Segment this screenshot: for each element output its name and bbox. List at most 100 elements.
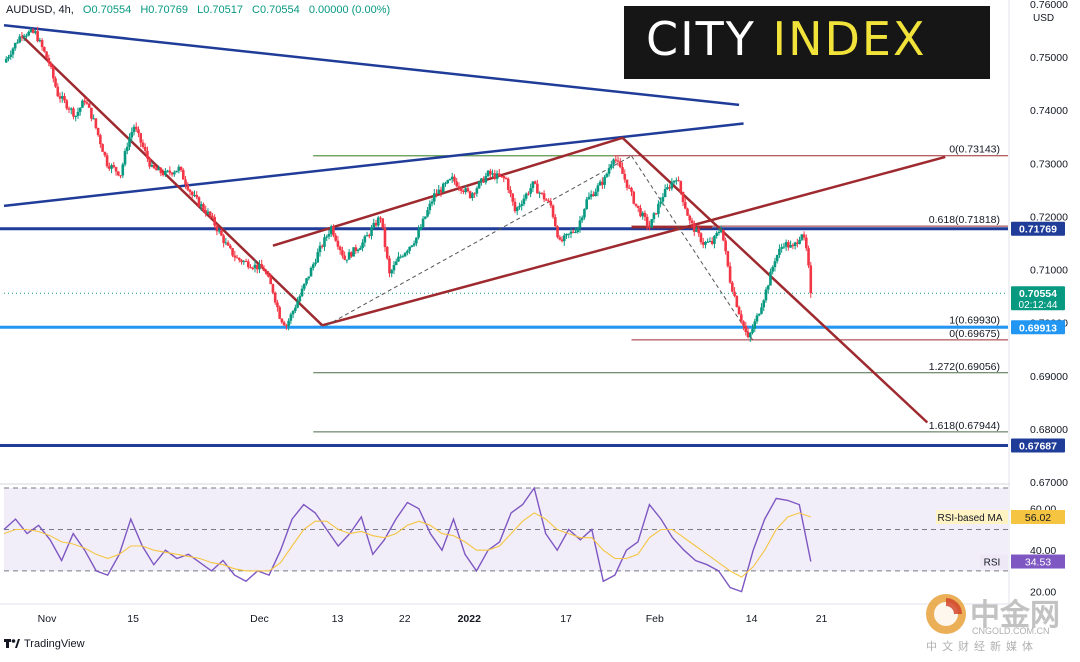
candle[interactable]: [45, 51, 48, 58]
candle[interactable]: [390, 270, 394, 274]
candle[interactable]: [94, 118, 98, 128]
candle[interactable]: [755, 315, 759, 322]
candle[interactable]: [166, 170, 169, 172]
candle[interactable]: [83, 100, 86, 103]
candle[interactable]: [437, 189, 441, 194]
candle[interactable]: [426, 210, 429, 217]
candle[interactable]: [67, 108, 71, 110]
candle[interactable]: [287, 320, 290, 326]
candle[interactable]: [766, 285, 770, 290]
candle[interactable]: [249, 267, 252, 269]
candle[interactable]: [605, 173, 609, 177]
candle[interactable]: [161, 173, 165, 176]
candle[interactable]: [108, 166, 111, 169]
candle[interactable]: [457, 186, 461, 188]
candle[interactable]: [666, 187, 669, 189]
candle[interactable]: [455, 181, 458, 187]
candle[interactable]: [204, 210, 207, 214]
candle[interactable]: [446, 180, 450, 184]
candle[interactable]: [565, 233, 568, 236]
candle[interactable]: [323, 237, 326, 247]
candle[interactable]: [728, 266, 732, 283]
candle[interactable]: [760, 307, 763, 314]
candle[interactable]: [282, 322, 286, 326]
candle[interactable]: [184, 179, 187, 185]
candle[interactable]: [473, 193, 476, 195]
candle[interactable]: [92, 118, 95, 120]
candle[interactable]: [65, 100, 69, 109]
candle[interactable]: [29, 29, 33, 32]
candle[interactable]: [464, 188, 467, 193]
candle[interactable]: [518, 206, 521, 208]
candle[interactable]: [139, 133, 143, 143]
candle[interactable]: [99, 135, 102, 145]
candle[interactable]: [708, 240, 712, 242]
candle[interactable]: [717, 232, 721, 234]
candle[interactable]: [740, 314, 743, 322]
candle[interactable]: [598, 181, 602, 186]
candle[interactable]: [141, 142, 145, 147]
candle[interactable]: [74, 115, 78, 117]
candle[interactable]: [751, 328, 754, 333]
candle[interactable]: [260, 264, 264, 269]
candle[interactable]: [540, 192, 544, 194]
candle[interactable]: [36, 31, 39, 42]
candle[interactable]: [713, 235, 716, 244]
candle[interactable]: [264, 270, 268, 274]
candle[interactable]: [345, 259, 349, 261]
candle[interactable]: [316, 252, 320, 263]
candle[interactable]: [511, 193, 515, 202]
candle[interactable]: [527, 193, 530, 195]
candle[interactable]: [255, 264, 259, 270]
candle[interactable]: [215, 225, 219, 232]
candle[interactable]: [601, 181, 604, 185]
candle[interactable]: [809, 265, 813, 294]
candle[interactable]: [536, 183, 539, 194]
candle[interactable]: [112, 165, 116, 168]
candle[interactable]: [410, 245, 414, 247]
candle[interactable]: [311, 264, 315, 268]
candle[interactable]: [652, 213, 656, 220]
candle[interactable]: [657, 203, 660, 215]
candle[interactable]: [592, 194, 595, 197]
candle[interactable]: [484, 176, 488, 183]
candle[interactable]: [392, 265, 396, 271]
candle[interactable]: [587, 196, 591, 200]
candle[interactable]: [132, 126, 136, 133]
candle[interactable]: [787, 242, 790, 248]
candle[interactable]: [72, 108, 75, 117]
candle[interactable]: [341, 250, 344, 256]
rsi-tag[interactable]: [1011, 554, 1065, 569]
candle[interactable]: [681, 191, 685, 203]
candle[interactable]: [385, 247, 389, 259]
candle[interactable]: [258, 264, 261, 270]
trendline[interactable]: [3, 122, 744, 208]
candle[interactable]: [663, 188, 667, 197]
candle[interactable]: [320, 245, 324, 247]
candle[interactable]: [370, 227, 373, 236]
candle[interactable]: [47, 57, 51, 64]
candle[interactable]: [632, 191, 636, 204]
candle[interactable]: [522, 198, 526, 205]
candle[interactable]: [802, 234, 806, 238]
candle[interactable]: [419, 227, 423, 230]
candle[interactable]: [157, 167, 160, 171]
candle[interactable]: [354, 247, 358, 252]
candle[interactable]: [168, 170, 172, 173]
candle[interactable]: [130, 132, 134, 138]
candle[interactable]: [318, 245, 322, 253]
candle[interactable]: [690, 220, 694, 223]
candle[interactable]: [76, 111, 80, 116]
candle[interactable]: [424, 216, 427, 219]
price-tag[interactable]: [1011, 438, 1065, 453]
candle[interactable]: [121, 164, 125, 176]
candle[interactable]: [497, 173, 501, 176]
candle[interactable]: [576, 228, 580, 233]
candle[interactable]: [435, 193, 438, 195]
candle[interactable]: [143, 146, 147, 151]
candle[interactable]: [406, 250, 409, 253]
candle[interactable]: [415, 237, 418, 244]
candle[interactable]: [757, 313, 761, 316]
candle[interactable]: [621, 167, 624, 174]
